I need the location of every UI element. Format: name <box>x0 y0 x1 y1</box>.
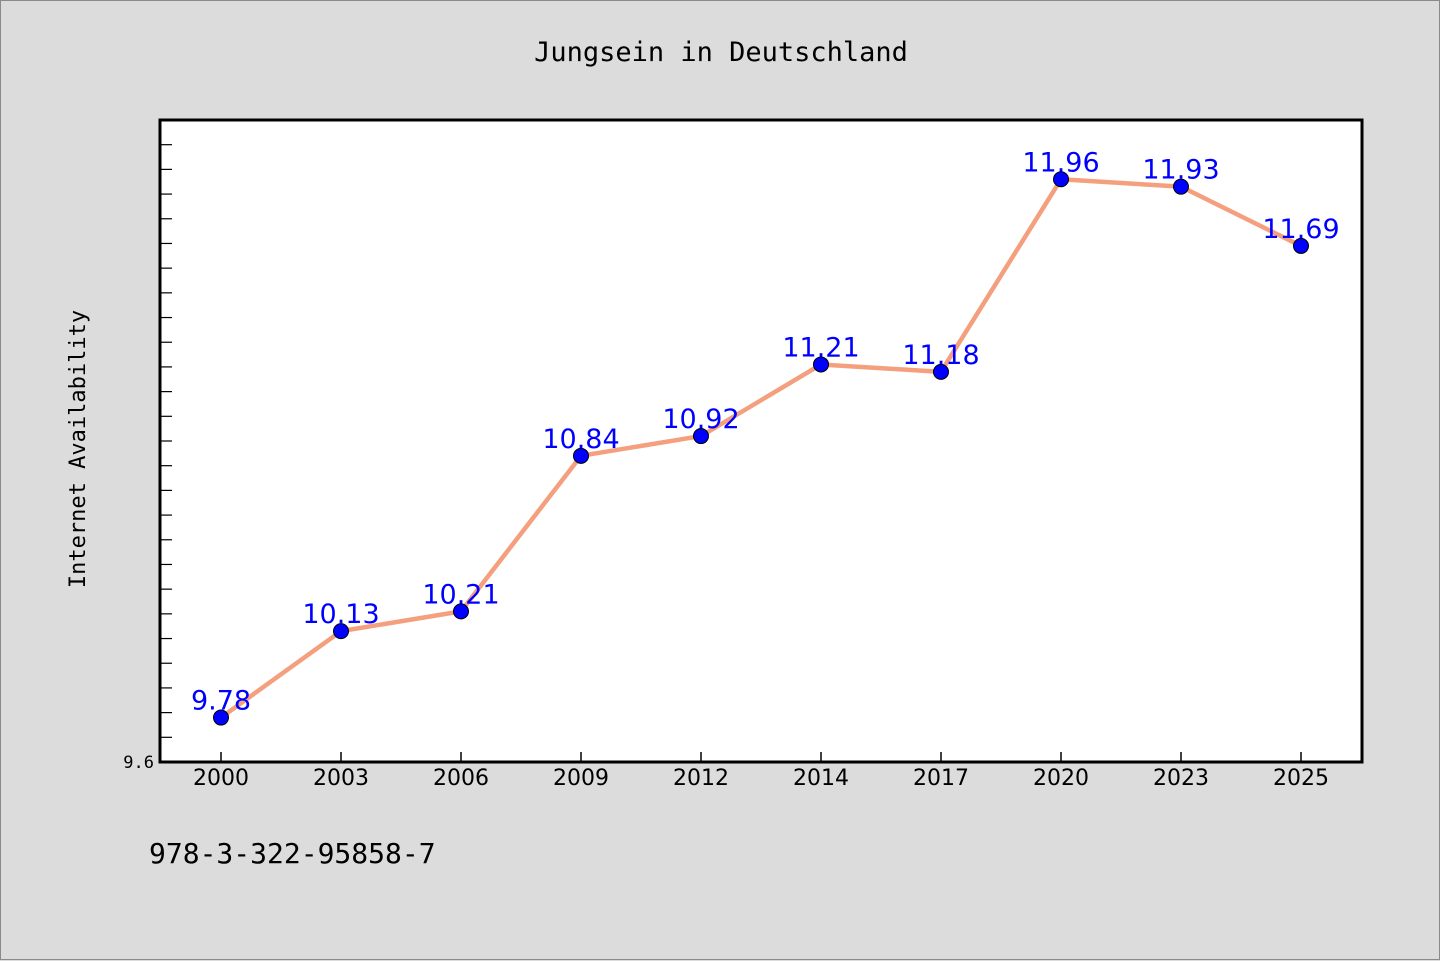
x-tick-label: 2012 <box>673 766 729 791</box>
data-label: 10.13 <box>302 599 379 630</box>
plot-area <box>158 118 1364 764</box>
chart-title: Jungsein in Deutschland <box>534 37 908 68</box>
data-label: 10.84 <box>542 424 619 455</box>
x-tick-label: 2017 <box>913 766 969 791</box>
x-tick-label: 2014 <box>793 766 849 791</box>
y-tick-label: 9.6 <box>123 753 154 773</box>
y-axis-ticks: 9.6 <box>123 144 172 773</box>
data-label: 10.21 <box>422 579 499 610</box>
x-tick-label: 2000 <box>193 766 249 791</box>
data-point <box>573 447 589 464</box>
series-line <box>219 177 1302 720</box>
data-point <box>933 363 949 380</box>
data-label: 9.78 <box>191 686 251 717</box>
data-point <box>213 709 229 726</box>
data-label: 10.92 <box>662 404 739 435</box>
y-axis-label: Internet Availability <box>66 310 91 588</box>
data-point <box>1293 237 1309 254</box>
data-point <box>813 356 829 373</box>
x-tick-label: 2006 <box>433 766 489 791</box>
data-point <box>1053 171 1069 188</box>
x-tick-label: 2009 <box>553 766 609 791</box>
series-group: 9.78 10.13 10.21 10.84 10.92 11.21 11.18 11.96 1… <box>191 147 1340 726</box>
x-axis-ticks: 2000 2003 2006 2009 2012 2014 2017 2020 2023 2025 <box>193 752 1329 791</box>
data-point <box>453 603 469 620</box>
data-point <box>333 623 349 640</box>
x-tick-label: 2023 <box>1153 766 1209 791</box>
data-label: 11.93 <box>1142 155 1219 186</box>
data-point <box>1173 178 1189 195</box>
x-tick-label: 2020 <box>1033 766 1089 791</box>
data-label: 11.18 <box>902 340 979 371</box>
data-label: 11.96 <box>1022 147 1099 178</box>
x-tick-label: 2025 <box>1273 766 1329 791</box>
data-label: 11.69 <box>1262 214 1339 245</box>
footer-isbn-text: 978-3-322-95858-7 <box>149 837 436 870</box>
x-tick-label: 2003 <box>313 766 369 791</box>
data-label: 11.21 <box>782 332 859 363</box>
data-point <box>693 428 709 445</box>
